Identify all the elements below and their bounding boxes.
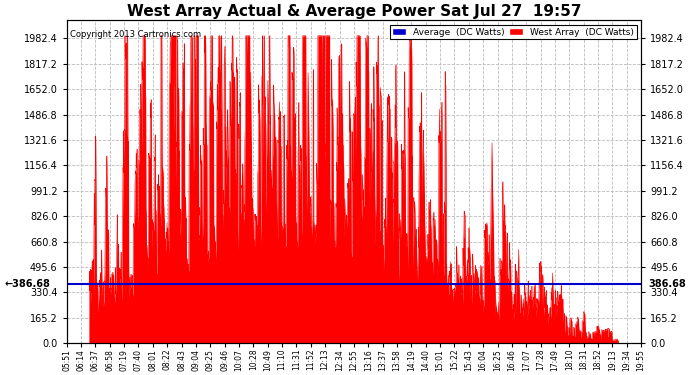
Title: West Array Actual & Average Power Sat Jul 27  19:57: West Array Actual & Average Power Sat Ju…	[127, 4, 581, 19]
Text: ←386.68: ←386.68	[4, 279, 50, 289]
Legend: Average  (DC Watts), West Array  (DC Watts): Average (DC Watts), West Array (DC Watts…	[390, 25, 637, 39]
Text: Copyright 2013 Cartronics.com: Copyright 2013 Cartronics.com	[70, 30, 201, 39]
Text: 386.68: 386.68	[648, 279, 686, 289]
